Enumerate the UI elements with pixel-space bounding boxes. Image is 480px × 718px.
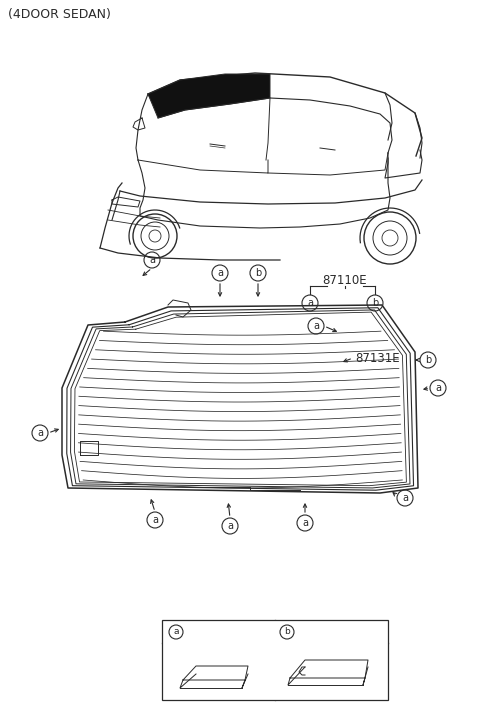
Text: 87131E: 87131E <box>355 352 400 365</box>
Text: 86124D: 86124D <box>189 627 233 637</box>
FancyBboxPatch shape <box>162 620 388 700</box>
Text: a: a <box>435 383 441 393</box>
Text: a: a <box>227 521 233 531</box>
Text: b: b <box>284 628 290 636</box>
Text: a: a <box>217 268 223 278</box>
Text: b: b <box>425 355 431 365</box>
Text: 87864: 87864 <box>300 627 336 637</box>
Text: (4DOOR SEDAN): (4DOOR SEDAN) <box>8 8 111 21</box>
Text: a: a <box>37 428 43 438</box>
Text: a: a <box>173 628 179 636</box>
Text: b: b <box>255 268 261 278</box>
Text: 87110E: 87110E <box>323 274 367 286</box>
Polygon shape <box>148 74 270 118</box>
Text: a: a <box>302 518 308 528</box>
Polygon shape <box>290 660 368 678</box>
Polygon shape <box>183 666 248 680</box>
Text: b: b <box>372 298 378 308</box>
Text: a: a <box>152 515 158 525</box>
Text: a: a <box>307 298 313 308</box>
Text: a: a <box>402 493 408 503</box>
Text: a: a <box>313 321 319 331</box>
Text: a: a <box>149 255 155 265</box>
